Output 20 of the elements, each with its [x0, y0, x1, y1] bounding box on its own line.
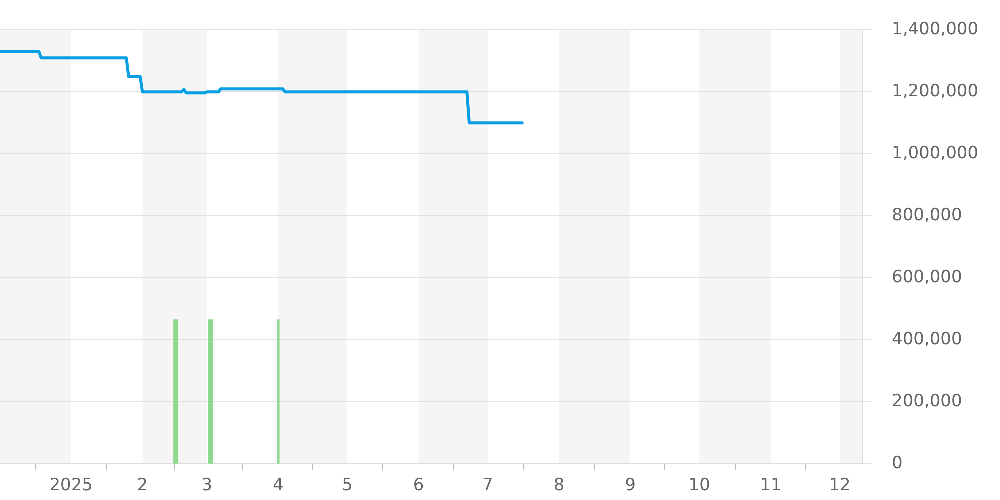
- x-tick-label: 10: [688, 476, 710, 496]
- y-tick-label: 1,000,000: [892, 144, 979, 164]
- x-tick-label: 5: [342, 476, 353, 496]
- x-tick-label: 2: [137, 476, 148, 496]
- x-tick-label: 3: [202, 476, 213, 496]
- x-tick-label: 12: [829, 476, 851, 496]
- x-tick-label: 9: [625, 476, 636, 496]
- y-tick-label: 200,000: [892, 391, 962, 412]
- x-tick-label: 4: [273, 476, 284, 496]
- y-tick-label: 1,200,000: [892, 82, 979, 102]
- x-tick-label: 6: [413, 476, 424, 496]
- x-tick-label: 11: [760, 476, 782, 496]
- x-tick-label: 8: [554, 476, 565, 496]
- y-tick-label: 600,000: [892, 268, 962, 288]
- y-tick-label: 800,000: [892, 206, 962, 226]
- y-tick-label: 1,400,000: [892, 20, 979, 40]
- y-tick-label: 400,000: [892, 329, 962, 350]
- x-tick-label: 7: [482, 476, 494, 496]
- x-tick-label: 2025: [50, 476, 93, 496]
- y-tick-label: 0: [892, 453, 903, 474]
